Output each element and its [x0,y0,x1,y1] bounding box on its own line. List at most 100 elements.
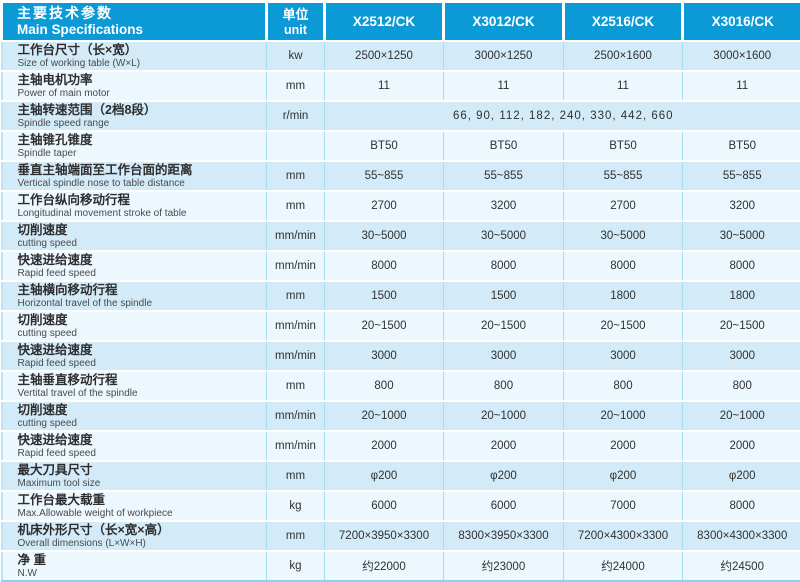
value-cell: 3000×1600 [683,41,800,71]
value-cell: 约24500 [683,551,800,581]
unit-cell: mm/min [267,251,325,281]
value-cell: 11 [683,71,800,101]
unit-cell: kg [267,551,325,581]
unit-cell: mm [267,521,325,551]
value-cell: 3200 [683,191,800,221]
value-cell: 2000 [325,431,444,461]
spec-label-en: Power of main motor [18,88,267,99]
spec-label-en: Rapid feed speed [18,358,267,369]
table-title-cn: 主要技术参数 [17,5,265,22]
spec-label-cn: 切削速度 [18,403,267,417]
value-cell: 30~5000 [444,221,564,251]
spec-label-cn: 快速进给速度 [18,253,267,267]
spec-row-rapid-feed-longitudinal: 快速进给速度 Rapid feed speed mm/min 8000 8000… [2,251,800,281]
spec-row-spindle-speed-range: 主轴转速范围（2档8段） Spindle speed range r/min 6… [2,101,800,131]
value-cell: 8300×4300×3300 [683,521,800,551]
spec-row-net-weight: 净 重 N.W kg 约22000 约23000 约24000 约24500 [2,551,800,581]
table-title-en: Main Specifications [17,22,265,38]
spec-label-en: Rapid feed speed [18,448,267,459]
value-cell: 1800 [683,281,800,311]
value-cell: BT50 [564,131,683,161]
spec-row-vertical-travel-spindle: 主轴垂直移动行程 Vertital travel of the spindle … [2,371,800,401]
value-cell: 3000 [444,341,564,371]
value-cell: 55~855 [564,161,683,191]
spec-label-cn: 主轴转速范围（2档8段） [18,103,267,117]
column-header-model-x3012ck: X3012/CK [444,2,564,42]
unit-cell: kw [267,41,325,71]
spec-row-rapid-feed-horizontal: 快速进给速度 Rapid feed speed mm/min 3000 3000… [2,341,800,371]
spec-label-en: Longitudinal movement stroke of table [18,208,267,219]
value-cell: 55~855 [325,161,444,191]
spec-label-en: N.W [18,568,267,579]
value-cell: 55~855 [444,161,564,191]
value-cell: 30~5000 [325,221,444,251]
value-cell: 8000 [325,251,444,281]
value-cell: 20~1500 [444,311,564,341]
spec-row-overall-dimensions: 机床外形尺寸（长×宽×高） Overall dimensions (L×W×H)… [2,521,800,551]
spec-row-cutting-speed-longitudinal: 切削速度 cutting speed mm/min 30~5000 30~500… [2,221,800,251]
value-cell: 8000 [444,251,564,281]
unit-cell: mm [267,371,325,401]
spec-label-cn: 工作台最大载重 [18,493,267,507]
unit-cell: mm/min [267,431,325,461]
spec-row-cutting-speed-vertical: 切削速度 cutting speed mm/min 20~1000 20~100… [2,401,800,431]
value-cell: 3000 [325,341,444,371]
unit-cell: mm [267,161,325,191]
value-cell: BT50 [683,131,800,161]
spec-label-cn: 快速进给速度 [18,343,267,357]
spec-label-cn: 净 重 [18,553,267,567]
spec-label-cn: 切削速度 [18,313,267,327]
table-body: 工作台尺寸（长×宽） Size of working table (W×L) k… [2,41,800,581]
unit-header-en: unit [268,23,323,37]
value-cell: 7000 [564,491,683,521]
value-cell: 2500×1600 [564,41,683,71]
unit-cell: kg [267,491,325,521]
value-cell: 2000 [444,431,564,461]
unit-cell: mm/min [267,401,325,431]
spec-row-rapid-feed-vertical: 快速进给速度 Rapid feed speed mm/min 2000 2000… [2,431,800,461]
spec-row-spindle-nose-to-table: 垂直主轴端面至工作台面的距离 Vertical spindle nose to … [2,161,800,191]
value-cell: 55~855 [683,161,800,191]
column-header-model-x2516ck: X2516/CK [564,2,683,42]
value-cell: φ200 [325,461,444,491]
unit-cell: mm/min [267,341,325,371]
spec-label-cn: 最大刀具尺寸 [18,463,267,477]
value-cell: 20~1500 [564,311,683,341]
spec-label-cn: 主轴垂直移动行程 [18,373,267,387]
spec-label-cn: 工作台纵向移动行程 [18,193,267,207]
value-cell: 1500 [444,281,564,311]
spec-row-working-table-size: 工作台尺寸（长×宽） Size of working table (W×L) k… [2,41,800,71]
spec-label-en: cutting speed [18,418,267,429]
spec-label-en: cutting speed [18,238,267,249]
spec-label-cn: 主轴电机功率 [18,73,267,87]
spec-row-main-motor-power: 主轴电机功率 Power of main motor mm 11 11 11 1… [2,71,800,101]
spec-label-en: Rapid feed speed [18,268,267,279]
unit-cell [267,131,325,161]
value-cell: 2500×1250 [325,41,444,71]
spec-label-en: Max.Allowable weight of workpiece [18,508,267,519]
value-cell: 800 [325,371,444,401]
value-cell: 2700 [564,191,683,221]
spec-label-en: Vertital travel of the spindle [18,388,267,399]
value-cell: 8300×3950×3300 [444,521,564,551]
value-cell: φ200 [444,461,564,491]
value-cell: 20~1000 [325,401,444,431]
spindle-speeds-cell: 66, 90, 112, 182, 240, 330, 442, 660 [325,101,800,131]
value-cell: 8000 [683,251,800,281]
value-cell: 约22000 [325,551,444,581]
value-cell: 约24000 [564,551,683,581]
value-cell: 6000 [444,491,564,521]
unit-cell: mm/min [267,311,325,341]
value-cell: 1800 [564,281,683,311]
value-cell: BT50 [444,131,564,161]
header-title-cell: 主要技术参数 Main Specifications [2,2,267,42]
table-header: 主要技术参数 Main Specifications 单位 unit X2512… [2,2,800,42]
header-unit-cell: 单位 unit [267,2,325,42]
value-cell: 20~1000 [564,401,683,431]
spec-label-cn: 工作台尺寸（长×宽） [18,43,267,57]
value-cell: BT50 [325,131,444,161]
value-cell: 2700 [325,191,444,221]
spec-row-spindle-taper: 主轴锥孔锥度 Spindle taper BT50 BT50 BT50 BT50 [2,131,800,161]
value-cell: 7200×3950×3300 [325,521,444,551]
